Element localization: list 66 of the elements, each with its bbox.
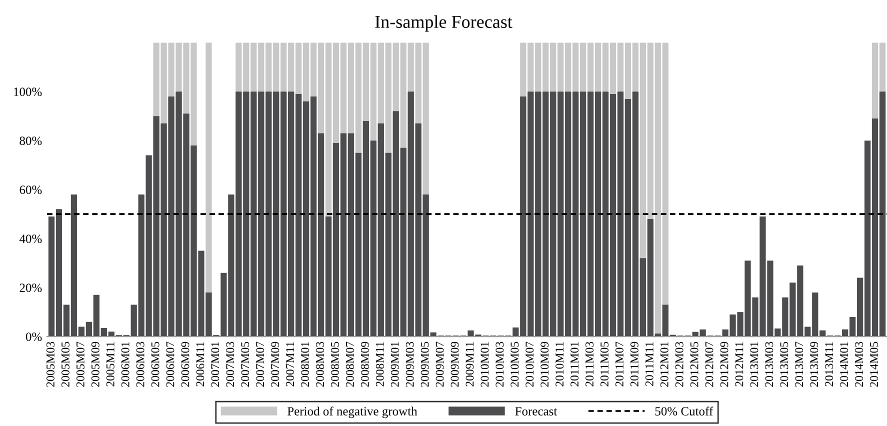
x-tick-label: 2011M11 bbox=[645, 342, 654, 386]
x-tick-label: 2013M09 bbox=[810, 342, 818, 387]
chart-title: In-sample Forecast bbox=[375, 15, 512, 32]
x-tick-label: 2010M05 bbox=[510, 342, 519, 387]
x-tick-label: 2012M09 bbox=[720, 342, 728, 387]
y-tick-label: 60% bbox=[20, 186, 42, 194]
x-tick-label: 2005M09 bbox=[91, 342, 100, 387]
y-tick-label: 20% bbox=[20, 284, 42, 292]
x-tick-label: 2011M05 bbox=[600, 342, 608, 386]
x-tick-label: 2008M01 bbox=[301, 342, 309, 387]
x-tick-label: 2008M07 bbox=[346, 342, 354, 387]
x-tick-label: 2010M07 bbox=[526, 342, 534, 387]
x-tick-label: 2006M01 bbox=[121, 342, 130, 387]
x-tick-label: 2007M05 bbox=[241, 342, 250, 387]
x-tick-label: 2013M05 bbox=[780, 342, 788, 387]
x-tick-label: 2013M03 bbox=[765, 342, 774, 387]
x-tick-label: 2007M11 bbox=[286, 342, 294, 386]
x-tick-label: 2013M07 bbox=[795, 342, 804, 387]
x-tick-label: 2012M01 bbox=[660, 342, 668, 387]
x-tick-label: 2007M09 bbox=[271, 342, 280, 387]
y-tick-label: 80% bbox=[20, 136, 42, 146]
x-tick-label: 2013M11 bbox=[825, 342, 834, 386]
x-tick-label: 2009M03 bbox=[406, 342, 414, 387]
x-tick-label: 2010M09 bbox=[540, 342, 549, 387]
x-tick-label: 2012M03 bbox=[675, 342, 684, 387]
x-tick-label: 2013M01 bbox=[750, 342, 758, 387]
legend-label: Forecast bbox=[515, 407, 558, 416]
x-tick-label: 2005M07 bbox=[76, 342, 84, 387]
x-tick-label: 2005M05 bbox=[61, 342, 70, 387]
legend-label: 50% Cutoff bbox=[655, 406, 714, 416]
x-tick-label: 2011M07 bbox=[615, 342, 624, 386]
x-tick-label: 2007M07 bbox=[256, 342, 264, 387]
x-tick-label: 2009M11 bbox=[466, 342, 474, 386]
x-tick-label: 2014M03 bbox=[855, 342, 864, 387]
x-tick-label: 2010M11 bbox=[556, 342, 564, 386]
x-tick-label: 2014M05 bbox=[870, 342, 878, 387]
x-tick-label: 2010M03 bbox=[496, 342, 504, 387]
x-tick-label: 2005M11 bbox=[106, 342, 114, 386]
x-tick-label: 2010M01 bbox=[480, 342, 489, 387]
x-tick-label: 2008M09 bbox=[360, 342, 369, 387]
x-tick-label: 2006M05 bbox=[151, 342, 160, 387]
x-tick-label: 2009M07 bbox=[436, 342, 444, 387]
x-tick-label: 2008M03 bbox=[316, 342, 324, 387]
x-tick-label: 2014M01 bbox=[840, 342, 848, 387]
x-tick-label: 2012M07 bbox=[705, 342, 714, 387]
x-tick-label: 2006M07 bbox=[166, 342, 174, 387]
x-tick-label: 2011M09 bbox=[630, 342, 638, 386]
x-tick-label: 2008M11 bbox=[376, 342, 384, 386]
x-tick-label: 2009M09 bbox=[450, 342, 459, 387]
x-tick-label: 2009M01 bbox=[390, 342, 399, 387]
x-tick-label: 2009M05 bbox=[420, 342, 429, 387]
x-tick-label: 2011M03 bbox=[586, 342, 594, 386]
x-tick-label: 2006M09 bbox=[181, 342, 190, 387]
x-tick-label: 2005M03 bbox=[46, 342, 54, 387]
y-tick-label: 100% bbox=[14, 88, 42, 96]
x-tick-label: 2007M01 bbox=[211, 342, 220, 387]
x-tick-label: 2011M01 bbox=[570, 342, 579, 386]
x-tick-label: 2012M11 bbox=[735, 342, 744, 386]
x-tick-label: 2006M11 bbox=[196, 342, 204, 386]
x-tick-label: 2006M03 bbox=[136, 342, 144, 387]
y-tick-label: 0% bbox=[26, 332, 42, 342]
x-tick-label: 2012M05 bbox=[690, 342, 698, 387]
y-tick-label: 40% bbox=[19, 234, 42, 244]
x-tick-label: 2008M05 bbox=[330, 342, 339, 387]
legend-label: Period of negative growth bbox=[288, 406, 418, 418]
x-tick-label: 2007M03 bbox=[226, 342, 234, 387]
